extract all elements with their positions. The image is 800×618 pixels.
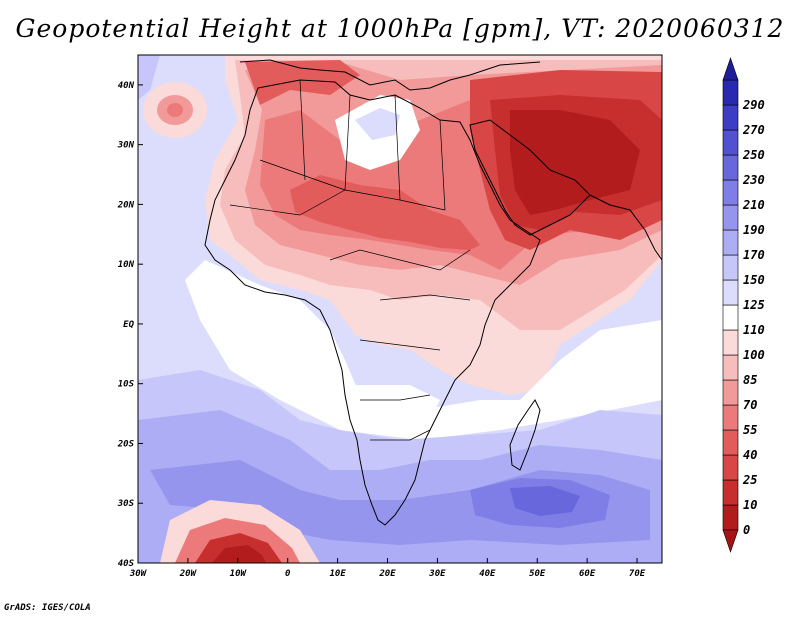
x-tick-label: 70E [629,569,646,579]
x-tick-label: 40E [479,569,496,579]
x-tick-label: 50E [529,569,546,579]
colorbar-label: 230 [742,173,765,187]
colorbar-swatch [722,354,739,381]
colorbar-label: 10 [743,498,757,512]
field-sahel-trough [290,175,480,250]
y-tick-label: EQ [123,320,134,330]
colorbar-label: 40 [743,448,757,462]
colorbar-min-arrow [722,529,739,553]
colorbar-swatch [722,254,739,281]
colorbar-label: 270 [742,123,765,137]
x-tick-label: 60E [579,569,596,579]
colorbar-label: 25 [742,473,757,487]
colorbar-label: 100 [743,348,765,362]
colorbar-swatch [722,504,739,531]
credit-label: GrADS: IGES/COLA [4,603,91,613]
europe-coastline [239,59,541,91]
colorbar-swatch [722,179,739,206]
asia-coastline [589,194,662,261]
colorbar: 0 10 25 40 55 70 85 100 110 125 150 170 190 210 230 250… [722,57,765,553]
country-borders [229,79,471,441]
colorbar-label: 150 [743,273,765,287]
colorbar-label: 0 [743,523,750,537]
colorbar-label: 110 [743,323,765,337]
colorbar-label: 250 [742,148,765,162]
colorbar-label: 85 [743,373,757,387]
field-arabia-deep [510,110,640,215]
coastlines [204,59,662,526]
plot-frame [137,54,663,564]
colorbar-swatch [722,279,739,306]
colorbar-swatch [722,79,739,106]
colorbar-swatch [722,304,739,331]
x-tick-label: 10W [230,569,248,579]
colorbar-swatch [722,429,739,456]
x-tick-label: 20E [378,569,396,579]
y-tick-label: 30N [117,141,135,151]
colorbar-label: 70 [743,398,757,412]
field-layers [138,55,662,563]
field-far-west-blue [138,55,160,100]
y-tick-label: 30S [117,499,135,509]
colorbar-swatch [722,454,739,481]
chart-title: Geopotential Height at 1000hPa [gpm], VT… [15,14,785,43]
madagascar-coastline [509,399,541,471]
field-south-ocean-deep [212,545,266,563]
colorbar-label: 210 [742,198,765,212]
colorbar-swatch [722,129,739,156]
y-tick-label: 20N [117,200,135,210]
field-azores-center [167,103,183,117]
y-tick-label: 40N [118,81,135,91]
y-tick-label: 20S [117,439,135,449]
africa-coastline [204,79,541,526]
field-southern-africa-white [355,385,440,430]
colorbar-swatch [722,329,739,356]
colorbar-swatch [722,404,739,431]
colorbar-label: 55 [743,423,757,437]
colorbar-label: 190 [743,223,765,237]
arabia-coastline [469,119,591,236]
colorbar-swatch [722,204,739,231]
x-axis: 30W 20W 10W 0 10E 20E 30E 40E 50E 60E 70E [129,558,646,579]
y-tick-label: 10S [118,380,135,390]
colorbar-label: 290 [742,98,765,112]
colorbar-swatch [722,104,739,131]
colorbar-label: 170 [743,248,765,262]
colorbar-swatch [722,154,739,181]
field-atlantic-white [185,260,662,440]
x-tick-label: 0 [285,569,291,579]
x-tick-label: 20W [179,569,198,579]
colorbar-max-arrow [722,57,739,81]
colorbar-label: 125 [743,298,765,312]
y-tick-label: 10N [118,260,135,270]
x-tick-label: 30W [129,569,148,579]
field-med-ridge-blue [355,108,400,140]
field-indian-ocean-core [510,486,580,516]
colorbar-swatch [722,379,739,406]
y-axis: 40N 30N 20N 10N EQ 10S 20S 30S 40S [117,81,143,569]
x-tick-label: 30E [428,569,446,579]
x-tick-label: 10E [329,569,346,579]
y-tick-label: 40S [118,559,135,569]
colorbar-swatch [722,229,739,256]
colorbar-swatch [722,479,739,506]
